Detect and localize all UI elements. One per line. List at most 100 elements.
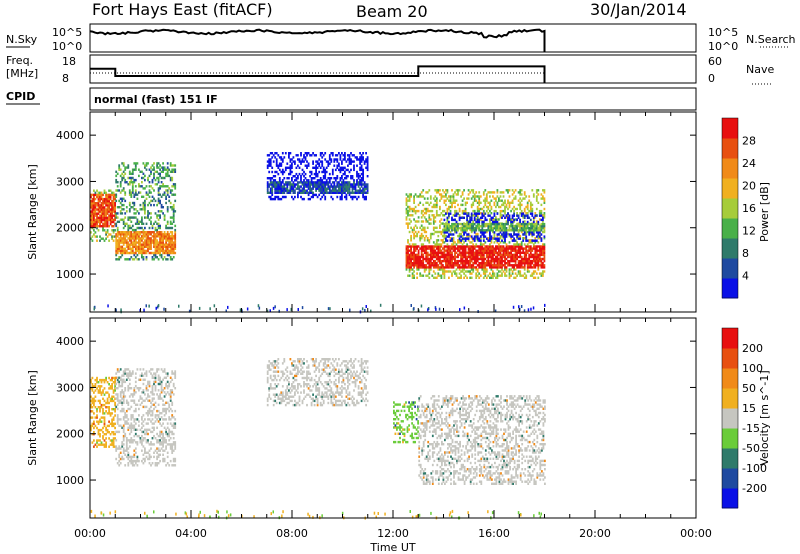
echo-cell xyxy=(542,272,544,275)
echo-cell xyxy=(118,430,121,434)
echo-cell xyxy=(423,249,426,252)
echo-cell xyxy=(429,195,432,198)
echo-cell xyxy=(449,230,452,234)
echo-cell xyxy=(463,264,465,267)
echo-cell xyxy=(445,245,447,248)
echo-cell xyxy=(538,249,541,252)
echo-cell xyxy=(103,393,106,396)
echo-cell xyxy=(501,257,503,261)
echo-cell xyxy=(141,222,143,225)
echo-cell xyxy=(448,266,450,269)
echo-cell xyxy=(118,447,121,450)
echo-cell xyxy=(289,189,292,192)
echo-cell xyxy=(106,222,109,226)
echo-cell xyxy=(165,172,167,175)
echo-cell xyxy=(460,253,462,257)
echo-cell xyxy=(134,247,137,250)
echo-cell xyxy=(484,229,487,232)
echo-cell xyxy=(341,168,343,172)
echo-cell xyxy=(419,201,422,204)
echo-cell xyxy=(271,156,274,159)
echo-cell xyxy=(121,247,124,250)
echo-cell xyxy=(128,172,131,175)
echo-cell xyxy=(495,220,497,224)
echo-cell xyxy=(538,212,541,215)
echo-cell xyxy=(519,270,522,273)
echo-cell xyxy=(523,222,526,226)
echo-cell xyxy=(514,262,517,265)
echo-cell xyxy=(469,255,472,259)
echo-cell xyxy=(448,245,450,248)
echo-cell xyxy=(507,247,509,250)
echo-cell xyxy=(508,227,511,230)
echo-cell xyxy=(466,214,468,217)
echo-cell xyxy=(426,253,429,257)
echo-cell xyxy=(363,195,366,199)
echo-cell xyxy=(159,224,161,228)
echo-cell xyxy=(125,445,128,448)
echo-cell xyxy=(127,428,130,431)
echo-cell xyxy=(134,245,137,248)
echo-cell xyxy=(519,222,521,226)
echo-cell xyxy=(271,185,274,188)
echo-cell xyxy=(131,172,134,175)
echo-cell xyxy=(109,422,112,425)
echo-cell xyxy=(543,266,546,269)
echo-cell xyxy=(116,243,119,246)
echo-cell xyxy=(168,239,171,242)
echo-cell xyxy=(169,258,172,261)
echo-cell xyxy=(142,208,145,211)
echo-cell xyxy=(154,226,157,230)
echo-cell xyxy=(112,235,115,238)
echo-cell xyxy=(159,226,161,230)
echo-cell xyxy=(99,191,101,194)
echo-cell xyxy=(461,270,464,273)
echo-cell xyxy=(331,168,334,172)
echo-cell xyxy=(432,226,435,229)
echo-cell xyxy=(324,183,327,186)
echo-cell xyxy=(535,214,538,217)
echo-cell xyxy=(431,264,434,267)
echo-cell xyxy=(487,253,490,257)
echo-cell xyxy=(165,249,167,253)
echo-cell xyxy=(432,253,435,257)
echo-cell xyxy=(297,193,299,197)
echo-cell xyxy=(133,459,136,463)
echo-cell xyxy=(510,225,512,228)
echo-cell xyxy=(464,207,467,211)
echo-cell xyxy=(130,241,133,244)
echo-cell xyxy=(353,195,355,199)
echo-cell xyxy=(482,266,485,269)
echo-cell xyxy=(543,212,546,215)
echo-cell xyxy=(119,201,122,205)
echo-cell xyxy=(508,262,511,265)
echo-cell xyxy=(470,241,473,244)
echo-cell xyxy=(116,399,119,402)
echo-cell xyxy=(455,227,458,230)
echo-cell xyxy=(452,199,455,202)
echo-cell xyxy=(505,262,508,265)
echo-cell xyxy=(472,189,475,192)
echo-cell xyxy=(306,164,308,167)
echo-cell xyxy=(150,231,152,234)
echo-cell xyxy=(425,264,428,267)
echo-cell xyxy=(165,258,167,261)
echo-cell xyxy=(499,229,502,232)
echo-cell xyxy=(115,405,118,409)
echo-cell xyxy=(297,187,299,190)
echo-cell xyxy=(106,197,109,201)
echo-cell xyxy=(487,207,490,211)
echo-cell xyxy=(534,216,537,219)
echo-cell xyxy=(489,235,491,238)
echo-cell xyxy=(362,170,364,174)
echo-cell xyxy=(473,231,476,234)
echo-cell xyxy=(168,249,171,253)
echo-cell xyxy=(495,229,497,232)
echo-cell xyxy=(130,251,133,255)
echo-cell xyxy=(134,191,137,194)
echo-cell xyxy=(440,259,443,263)
echo-cell xyxy=(127,447,130,450)
echo-cell xyxy=(419,193,422,196)
echo-cell xyxy=(543,216,546,219)
echo-cell xyxy=(96,225,98,228)
